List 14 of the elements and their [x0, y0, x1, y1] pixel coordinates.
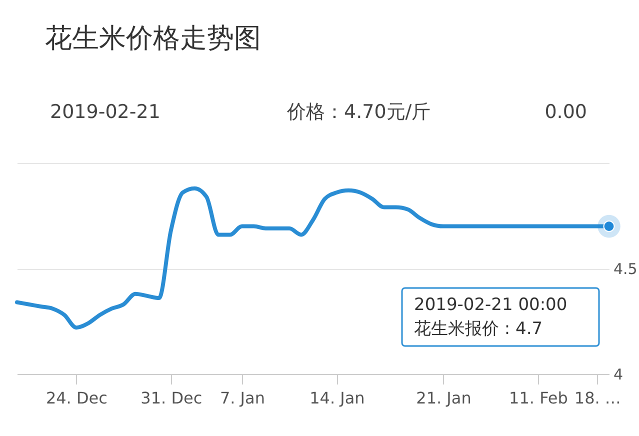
x-tick-label: 21. Jan: [416, 388, 472, 408]
x-tick-label: 18. …: [574, 388, 621, 408]
x-tick-label: 31. Dec: [140, 388, 202, 408]
x-tick-label: 24. Dec: [46, 388, 108, 408]
text: 0.00: [544, 101, 587, 123]
y-tick-label: 4.5: [614, 260, 638, 278]
annotation: 2019-02-21 00:00 花生米报价 : 4.7: [414, 295, 568, 339]
chart-title: 花生米价格走势图: [45, 23, 261, 54]
x-tick-label: 14. Jan: [310, 388, 365, 408]
text: 2019-02-21: [50, 101, 160, 123]
text: 价格：4.70元/斤: [286, 101, 431, 123]
x-tick-label: 11. Feb: [509, 388, 568, 408]
y-tick-label: 4: [614, 366, 624, 384]
x-tick-label: 7. Jan: [220, 388, 265, 408]
